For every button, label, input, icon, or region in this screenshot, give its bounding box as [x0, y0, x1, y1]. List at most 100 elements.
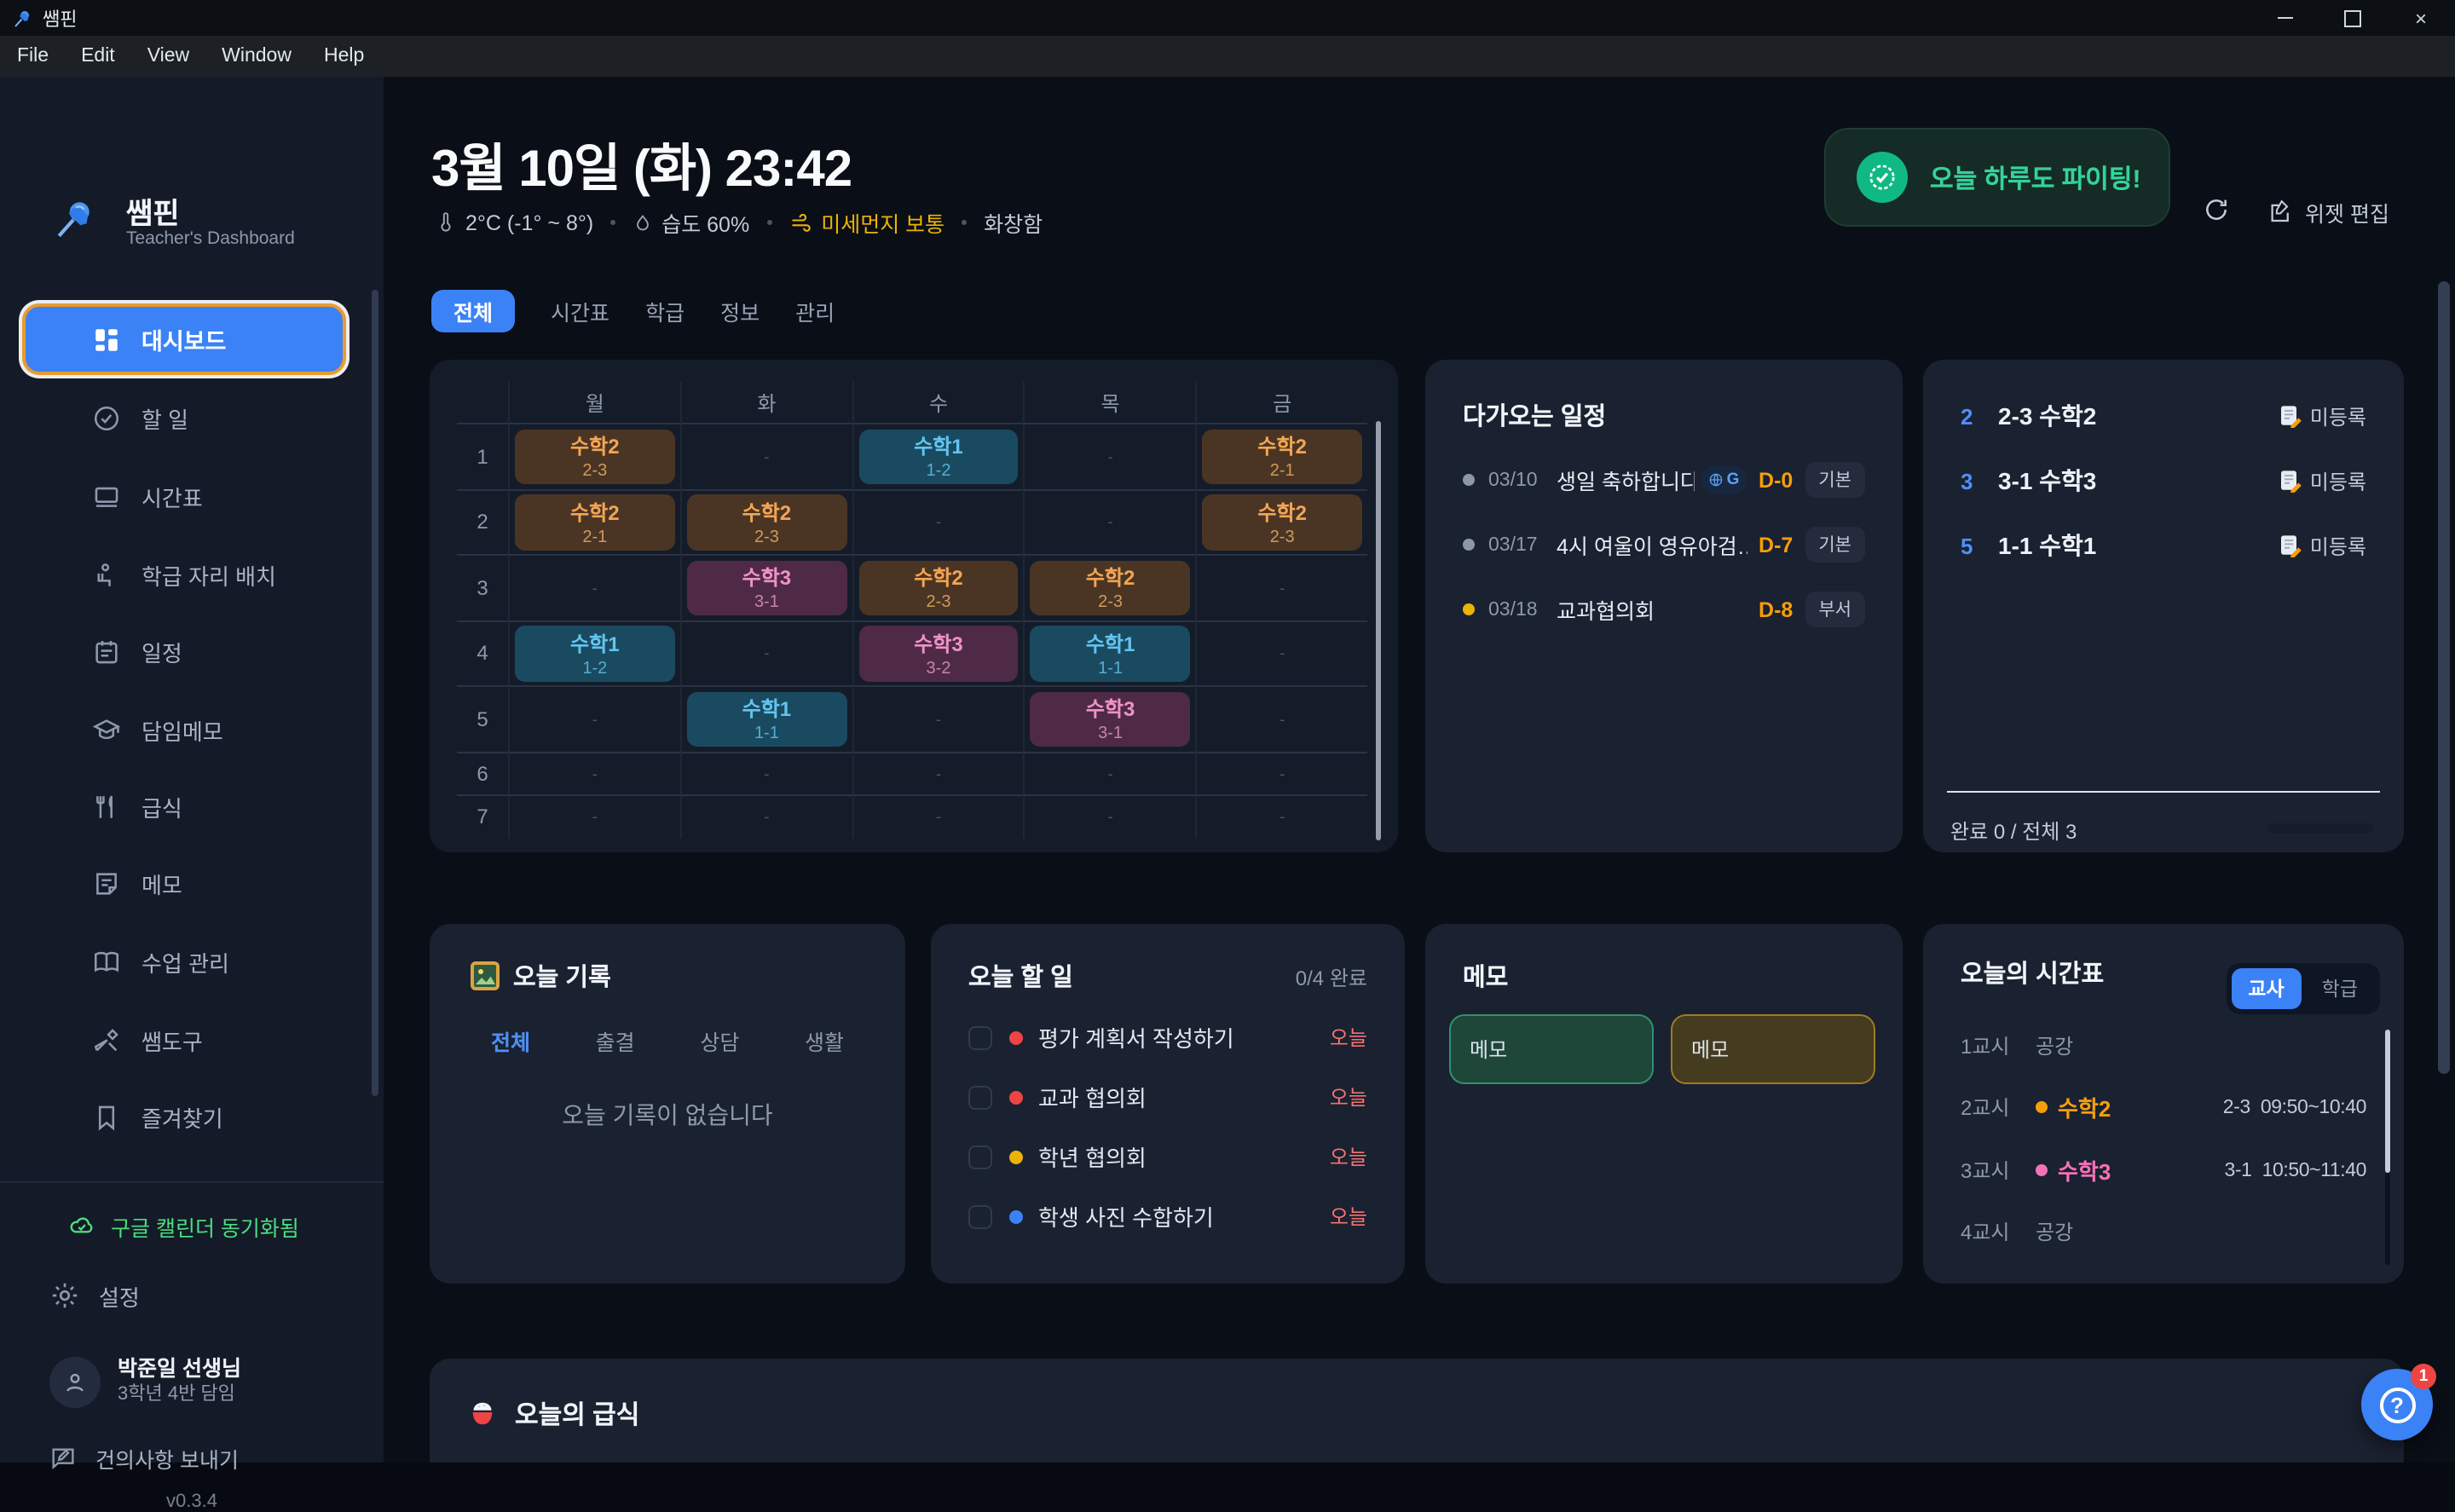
- records-tab-life[interactable]: 생활: [804, 1031, 844, 1055]
- register-row[interactable]: 2 2-3 수학2 미등록: [1961, 384, 2366, 448]
- dday-badge: D-8: [1759, 597, 1794, 621]
- menu-help[interactable]: Help: [323, 46, 365, 66]
- thermometer-icon: [435, 211, 457, 234]
- records-filter-tabs: 전체 출결 상담 생활: [471, 1024, 864, 1057]
- toggle-teacher[interactable]: 교사: [2231, 968, 2302, 1009]
- event-dot: [1463, 539, 1475, 551]
- menu-window[interactable]: Window: [222, 46, 292, 66]
- tab-class[interactable]: 학급: [645, 302, 685, 326]
- day-header-mon: 월: [508, 382, 680, 423]
- todo-checkbox[interactable]: [968, 1085, 992, 1109]
- weather-bar: 2°C (-1° ~ 8°) 습도 60% 미세먼지 보통 화창함: [435, 206, 1043, 239]
- sidebar-item-schedule[interactable]: 일정: [0, 622, 384, 680]
- timetable-cell[interactable]: 수학3 3-2: [858, 626, 1019, 681]
- sidebar-item-meal[interactable]: 급식: [0, 777, 384, 835]
- timetable-cell[interactable]: 수학2 2-3: [858, 560, 1019, 615]
- maximize-button[interactable]: [2319, 0, 2387, 36]
- period-number: 5: [457, 685, 508, 751]
- register-progress-bar: [2267, 823, 2373, 834]
- picture-frame-icon: [471, 961, 500, 990]
- register-progress-text: 완료 0 / 전체 3: [1950, 820, 2077, 844]
- timetable-scrollbar[interactable]: [1376, 421, 1381, 840]
- menu-view[interactable]: View: [147, 46, 190, 66]
- book-open-icon: [92, 947, 121, 976]
- event-date: 03/17: [1488, 534, 1538, 555]
- sidebar-item-feedback[interactable]: 건의사항 보내기: [49, 1435, 239, 1480]
- sidebar-item-timetable[interactable]: 시간표: [0, 467, 384, 525]
- event-tag: 기본: [1805, 527, 1865, 563]
- sync-status-label: 구글 캘린더 동기화됨: [111, 1216, 299, 1240]
- todo-checkbox[interactable]: [968, 1145, 992, 1169]
- timetable-cell[interactable]: 수학1 1-1: [686, 691, 847, 747]
- todo-progress: 0/4 완료: [1295, 967, 1367, 990]
- toggle-class[interactable]: 학급: [2321, 980, 2358, 1001]
- timetable-cell[interactable]: 수학2 2-3: [686, 494, 847, 550]
- google-calendar-sync-status: 구글 캘린더 동기화됨: [68, 1202, 299, 1249]
- user-profile[interactable]: 박준일 선생님 3학년 4반 담임: [49, 1357, 241, 1408]
- minimize-button[interactable]: [2250, 0, 2319, 36]
- memo-note-green[interactable]: 메모: [1449, 1014, 1654, 1084]
- tab-info[interactable]: 정보: [720, 302, 760, 326]
- sidebar-item-lessons[interactable]: 수업 관리: [0, 932, 384, 990]
- gear-icon: [49, 1280, 80, 1311]
- event-title: 교과협의회: [1557, 600, 1655, 624]
- motivation-text: 오늘 하루도 파이팅!: [1930, 164, 2141, 193]
- sidebar-item-homeroom-memo[interactable]: 담임메모: [0, 701, 384, 759]
- todo-checkbox[interactable]: [968, 1025, 992, 1049]
- google-calendar-badge: G: [1701, 465, 1747, 494]
- refresh-button[interactable]: [2203, 196, 2230, 223]
- sidebar-item-seating[interactable]: 학급 자리 배치: [0, 545, 384, 603]
- period-number: 2: [457, 488, 508, 554]
- day-header-wed: 수: [852, 382, 1024, 423]
- timetable-cell[interactable]: 수학3 3-1: [1030, 691, 1191, 747]
- widget-edit-button[interactable]: 위젯 편집: [2267, 196, 2389, 228]
- event-row[interactable]: 03/17 4시 여울이 영유아검… D-7 기본: [1463, 527, 1865, 563]
- records-tab-attendance[interactable]: 출결: [595, 1031, 635, 1055]
- sidebar-item-dashboard[interactable]: 대시보드: [22, 303, 346, 375]
- list-scrollbar-track: [2385, 1173, 2390, 1265]
- tab-timetable[interactable]: 시간표: [551, 302, 610, 326]
- menu-file[interactable]: File: [17, 46, 49, 66]
- sidebar-item-todo[interactable]: 할 일: [0, 389, 384, 447]
- register-row[interactable]: 3 3-1 수학3 미등록: [1961, 448, 2366, 513]
- sidebar-item-label: 메모: [142, 872, 182, 897]
- timetable-cell[interactable]: 수학2 2-1: [1202, 429, 1362, 484]
- tab-all[interactable]: 전체: [431, 290, 516, 332]
- records-tab-counsel[interactable]: 상담: [700, 1031, 740, 1055]
- sidebar-item-settings[interactable]: 설정: [49, 1272, 140, 1319]
- sidebar-divider: [0, 1181, 384, 1183]
- timetable-cell[interactable]: 수학3 3-1: [686, 560, 847, 615]
- free-period-label: 공강: [2036, 1221, 2074, 1244]
- timetable-cell[interactable]: 수학2 2-3: [1202, 494, 1362, 550]
- tab-manage[interactable]: 관리: [795, 302, 835, 326]
- timetable-cell[interactable]: 수학2 2-3: [515, 429, 675, 484]
- motivation-card[interactable]: 오늘 하루도 파이팅!: [1824, 128, 2170, 227]
- priority-dot: [1009, 1090, 1023, 1104]
- timetable-cell[interactable]: 수학1 1-2: [858, 429, 1019, 484]
- todo-checkbox[interactable]: [968, 1204, 992, 1228]
- sidebar-item-tools[interactable]: 쌤도구: [0, 1011, 384, 1069]
- timetable-cell[interactable]: 수학1 1-2: [515, 626, 675, 681]
- sidebar-scrollbar[interactable]: [372, 290, 378, 1096]
- records-tab-all[interactable]: 전체: [491, 1031, 531, 1055]
- today-meal-card: 오늘의 급식: [430, 1359, 2404, 1463]
- day-header-tue: 화: [679, 382, 852, 423]
- seat-person-icon: [92, 560, 121, 589]
- close-button[interactable]: ×: [2414, 6, 2427, 30]
- register-row[interactable]: 5 1-1 수학1 미등록: [1961, 513, 2366, 578]
- sidebar-item-favorites[interactable]: 즐겨찾기: [0, 1088, 384, 1146]
- sidebar-item-memo[interactable]: 메모: [0, 854, 384, 912]
- menu-edit[interactable]: Edit: [81, 46, 115, 66]
- list-scrollbar-thumb[interactable]: [2385, 1030, 2390, 1173]
- period-row: 2교시 수학2 2-3 09:50~10:40: [1961, 1091, 2366, 1123]
- timetable-cell[interactable]: 수학2 2-1: [515, 494, 675, 550]
- timetable-cell[interactable]: 수학2 2-3: [1030, 560, 1191, 615]
- main-scrollbar[interactable]: [2438, 281, 2450, 1074]
- empty-cell: -: [935, 765, 941, 782]
- event-row[interactable]: 03/10 생일 축하합니다! G D-0 기본: [1463, 462, 1865, 498]
- droplet-icon: [633, 212, 653, 233]
- sidebar-item-label: 대시보드: [142, 329, 227, 355]
- event-row[interactable]: 03/18 교과협의회 D-8 부서: [1463, 592, 1865, 627]
- timetable-cell[interactable]: 수학1 1-1: [1030, 626, 1191, 681]
- memo-note-yellow[interactable]: 메모: [1671, 1014, 1875, 1084]
